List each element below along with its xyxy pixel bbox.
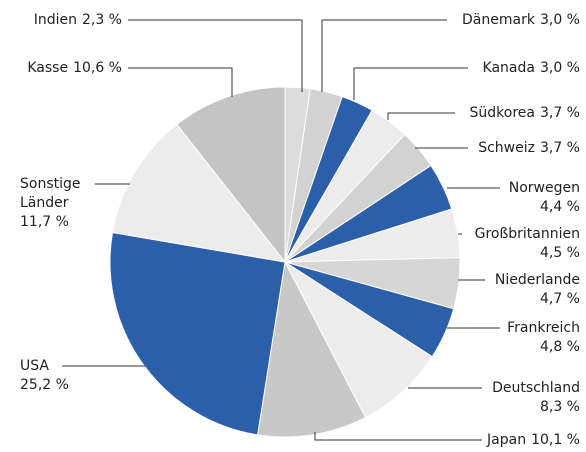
value-label: 4,4 % bbox=[539, 199, 580, 215]
slice-label: USA 25,2 % bbox=[20, 357, 69, 395]
slice-label: Deutschland 8,3 % bbox=[492, 379, 580, 417]
category-label: Japan bbox=[487, 432, 527, 448]
slice-label: Südkorea 3,7 % bbox=[470, 104, 581, 123]
value-label: 8,3 % bbox=[539, 399, 580, 415]
category-label: USA bbox=[20, 358, 49, 374]
slice-label: Norwegen 4,4 % bbox=[509, 179, 580, 217]
value-label: 11,7 % bbox=[20, 214, 69, 230]
category-label: Norwegen bbox=[508, 180, 580, 196]
value-label: 3,0 % bbox=[539, 12, 580, 28]
value-label: 10,6 % bbox=[73, 60, 122, 76]
leader-line bbox=[314, 432, 482, 441]
category-label: Kasse bbox=[27, 60, 69, 76]
value-label: 4,8 % bbox=[539, 339, 580, 355]
slice-label: Großbritannien 4,5 % bbox=[475, 225, 580, 263]
value-label: 4,7 % bbox=[539, 291, 580, 307]
value-label: 3,0 % bbox=[539, 60, 580, 76]
leader-line bbox=[128, 19, 303, 92]
pie-slice bbox=[283, 260, 433, 419]
slice-label: Frankreich 4,8 % bbox=[507, 319, 580, 357]
slice-label: Schweiz 3,7 % bbox=[478, 139, 580, 158]
category-label: Niederlande bbox=[494, 272, 580, 288]
value-label: 10,1 % bbox=[531, 432, 580, 448]
category-label: Deutschland bbox=[492, 380, 580, 396]
category-label: Südkorea bbox=[469, 105, 535, 121]
pie-slice bbox=[257, 260, 367, 438]
category-label: Indien bbox=[33, 12, 77, 28]
value-label: 3,7 % bbox=[539, 140, 580, 156]
category-label: Sonstige Länder bbox=[20, 176, 81, 211]
slice-label: Sonstige Länder 11,7 % bbox=[20, 175, 90, 232]
leader-line bbox=[387, 112, 455, 120]
value-label: 3,7 % bbox=[539, 105, 580, 121]
leader-line bbox=[128, 67, 233, 97]
category-label: Schweiz bbox=[478, 140, 535, 156]
category-label: Kanada bbox=[482, 60, 535, 76]
slice-label: Japan 10,1 % bbox=[487, 431, 580, 450]
category-label: Frankreich bbox=[507, 320, 580, 336]
slice-label: Dänemark 3,0 % bbox=[462, 11, 580, 30]
value-label: 4,5 % bbox=[539, 245, 580, 261]
leader-line bbox=[353, 67, 468, 100]
pie-slice bbox=[111, 123, 287, 263]
category-label: Dänemark bbox=[462, 12, 535, 28]
value-label: 25,2 % bbox=[20, 377, 69, 393]
value-label: 2,3 % bbox=[81, 12, 122, 28]
slice-label: Indien 2,3 % bbox=[34, 11, 122, 30]
slice-label: Kasse 10,6 % bbox=[27, 59, 122, 78]
category-label: Großbritannien bbox=[474, 226, 580, 242]
pie-slice bbox=[176, 86, 286, 264]
slice-label: Kanada 3,0 % bbox=[483, 59, 580, 78]
slice-label: Niederlande 4,7 % bbox=[495, 271, 580, 309]
pie-slice bbox=[109, 231, 286, 436]
leader-line bbox=[321, 19, 447, 92]
